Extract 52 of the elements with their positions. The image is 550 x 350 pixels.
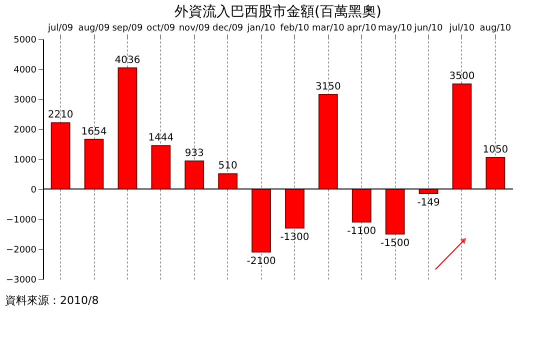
data-label: -1500	[380, 238, 410, 249]
data-label: 3150	[315, 82, 341, 92]
bar	[486, 157, 506, 190]
data-label: 1444	[148, 132, 174, 144]
bar	[118, 67, 138, 190]
bar	[151, 145, 171, 190]
bar	[184, 160, 204, 190]
data-label: 2210	[48, 110, 74, 121]
data-label: 1654	[81, 126, 107, 138]
bar	[252, 188, 271, 252]
x-tick-label: may/10	[378, 24, 412, 34]
y-tick-label: 4000	[14, 66, 37, 76]
bar	[352, 188, 372, 222]
x-tick-label: jul/09	[46, 24, 74, 34]
y-tick-label: −3000	[6, 276, 37, 286]
y-tick-label: 1000	[14, 156, 37, 166]
bar	[218, 173, 238, 190]
data-label: -1300	[280, 232, 310, 243]
bar	[318, 94, 338, 190]
data-label: 510	[218, 160, 238, 172]
bar	[385, 188, 405, 234]
chart-title: 外資流入巴西股市金額(百萬黑奧)	[174, 4, 382, 20]
data-label: 3500	[449, 71, 475, 82]
y-tick-label: 3000	[14, 96, 37, 106]
x-tick-label: oct/09	[146, 24, 176, 34]
y-tick-label: −2000	[6, 246, 37, 256]
data-label: -1100	[347, 226, 376, 237]
y-tick-label: −1000	[6, 216, 37, 226]
x-tick-label: sep/09	[112, 24, 143, 34]
x-tick-label: jan/10	[246, 24, 276, 34]
bar	[285, 188, 304, 228]
data-label: 1050	[482, 144, 508, 156]
x-tick-label: apr/10	[346, 24, 377, 34]
x-tick-label: aug/09	[78, 24, 110, 34]
data-label: -149	[417, 197, 440, 208]
y-tick-label: 0	[30, 186, 37, 196]
bar	[84, 138, 104, 190]
y-tick-label: 2000	[14, 126, 37, 136]
data-label: 933	[184, 148, 204, 160]
x-tick-label: dec/09	[212, 24, 244, 34]
x-tick-label: mar/10	[312, 24, 345, 34]
bar	[50, 122, 70, 190]
x-tick-label: feb/10	[280, 24, 310, 34]
data-label: 4036	[114, 54, 140, 66]
bar	[452, 84, 472, 190]
source-note: 資料來源：2010/8	[5, 294, 99, 307]
y-tick-label: 5000	[14, 36, 37, 46]
x-tick-label: jul/10	[448, 24, 475, 34]
data-label: -2100	[246, 256, 276, 267]
x-tick-label: nov/09	[178, 24, 210, 34]
x-tick-label: aug/10	[480, 24, 512, 34]
x-tick-label: jun/10	[413, 24, 443, 34]
